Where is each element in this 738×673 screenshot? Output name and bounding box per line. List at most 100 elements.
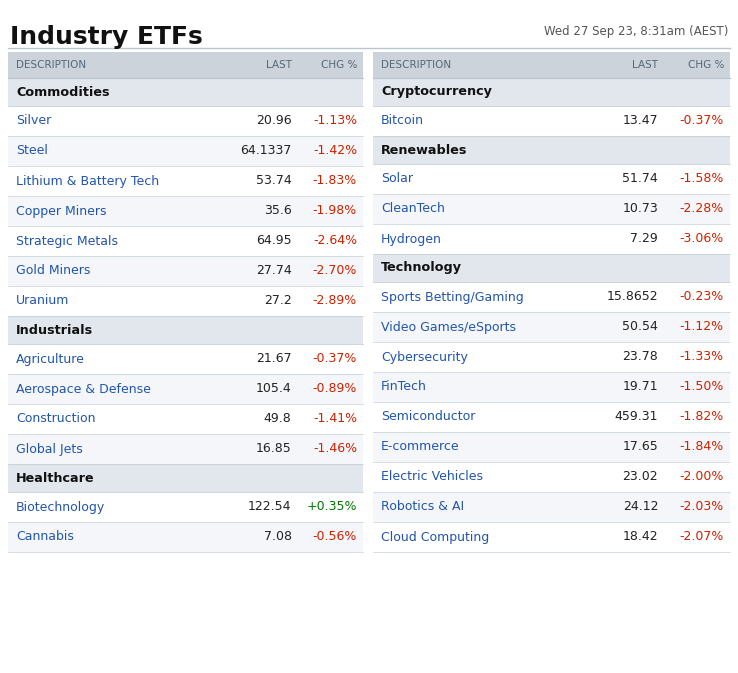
Text: -2.64%: -2.64% bbox=[313, 234, 357, 248]
Text: Uranium: Uranium bbox=[16, 295, 69, 308]
Text: -1.50%: -1.50% bbox=[680, 380, 724, 394]
Text: Bitcoin: Bitcoin bbox=[381, 114, 424, 127]
Text: -1.12%: -1.12% bbox=[680, 320, 724, 334]
Text: 19.71: 19.71 bbox=[623, 380, 658, 394]
Text: -1.46%: -1.46% bbox=[313, 443, 357, 456]
Text: Steel: Steel bbox=[16, 145, 48, 157]
Text: -2.89%: -2.89% bbox=[313, 295, 357, 308]
Text: Silver: Silver bbox=[16, 114, 51, 127]
Text: -3.06%: -3.06% bbox=[680, 232, 724, 246]
Text: 122.54: 122.54 bbox=[248, 501, 292, 513]
Text: Global Jets: Global Jets bbox=[16, 443, 83, 456]
Text: Healthcare: Healthcare bbox=[16, 472, 94, 485]
Text: 105.4: 105.4 bbox=[256, 382, 292, 396]
Text: CHG %: CHG % bbox=[688, 60, 724, 70]
Bar bbox=[8, 286, 363, 316]
Text: CHG %: CHG % bbox=[320, 60, 357, 70]
Bar bbox=[373, 136, 730, 164]
Text: LAST: LAST bbox=[632, 60, 658, 70]
Bar bbox=[8, 522, 363, 552]
Bar bbox=[8, 136, 363, 166]
Text: Electric Vehicles: Electric Vehicles bbox=[381, 470, 483, 483]
Text: Video Games/eSports: Video Games/eSports bbox=[381, 320, 516, 334]
Text: -0.56%: -0.56% bbox=[313, 530, 357, 544]
Text: -0.89%: -0.89% bbox=[313, 382, 357, 396]
Text: 21.67: 21.67 bbox=[256, 353, 292, 365]
Text: Cybersecurity: Cybersecurity bbox=[381, 351, 468, 363]
Text: -2.07%: -2.07% bbox=[680, 530, 724, 544]
Text: -1.41%: -1.41% bbox=[313, 413, 357, 425]
Text: E-commerce: E-commerce bbox=[381, 441, 460, 454]
Text: 20.96: 20.96 bbox=[256, 114, 292, 127]
Bar bbox=[373, 432, 730, 462]
Text: 23.78: 23.78 bbox=[622, 351, 658, 363]
Text: -1.33%: -1.33% bbox=[680, 351, 724, 363]
Text: 10.73: 10.73 bbox=[622, 203, 658, 215]
Bar bbox=[373, 462, 730, 492]
Bar bbox=[8, 434, 363, 464]
Bar bbox=[8, 492, 363, 522]
Text: DESCRIPTION: DESCRIPTION bbox=[16, 60, 86, 70]
Text: Sports Betting/Gaming: Sports Betting/Gaming bbox=[381, 291, 524, 304]
Text: -1.42%: -1.42% bbox=[313, 145, 357, 157]
Bar bbox=[373, 78, 730, 106]
Text: -0.37%: -0.37% bbox=[313, 353, 357, 365]
Text: 18.42: 18.42 bbox=[623, 530, 658, 544]
Bar bbox=[8, 256, 363, 286]
Text: 24.12: 24.12 bbox=[623, 501, 658, 513]
Bar bbox=[8, 316, 363, 344]
Text: -1.58%: -1.58% bbox=[680, 172, 724, 186]
Text: LAST: LAST bbox=[266, 60, 292, 70]
Text: Cannabis: Cannabis bbox=[16, 530, 74, 544]
Text: Hydrogen: Hydrogen bbox=[381, 232, 442, 246]
Bar bbox=[373, 224, 730, 254]
Text: 16.85: 16.85 bbox=[256, 443, 292, 456]
Text: 15.8652: 15.8652 bbox=[607, 291, 658, 304]
Bar bbox=[8, 52, 363, 78]
Bar bbox=[8, 404, 363, 434]
Bar bbox=[8, 166, 363, 196]
Text: Industry ETFs: Industry ETFs bbox=[10, 25, 203, 49]
Bar bbox=[8, 374, 363, 404]
Bar bbox=[373, 106, 730, 136]
Text: 23.02: 23.02 bbox=[623, 470, 658, 483]
Text: 13.47: 13.47 bbox=[623, 114, 658, 127]
Text: 64.1337: 64.1337 bbox=[240, 145, 292, 157]
Text: -1.84%: -1.84% bbox=[680, 441, 724, 454]
Text: Technology: Technology bbox=[381, 262, 462, 275]
Bar bbox=[8, 196, 363, 226]
Text: Renewables: Renewables bbox=[381, 143, 467, 157]
Bar bbox=[373, 342, 730, 372]
Bar bbox=[373, 312, 730, 342]
Bar bbox=[373, 522, 730, 552]
Text: DESCRIPTION: DESCRIPTION bbox=[381, 60, 451, 70]
Text: 27.74: 27.74 bbox=[256, 264, 292, 277]
Bar bbox=[8, 344, 363, 374]
Bar bbox=[373, 492, 730, 522]
Text: 50.54: 50.54 bbox=[622, 320, 658, 334]
Bar bbox=[373, 254, 730, 282]
Bar bbox=[8, 464, 363, 492]
Text: -2.03%: -2.03% bbox=[680, 501, 724, 513]
Text: Cloud Computing: Cloud Computing bbox=[381, 530, 489, 544]
Text: 7.08: 7.08 bbox=[263, 530, 292, 544]
Text: 459.31: 459.31 bbox=[615, 411, 658, 423]
Text: Cryptocurrency: Cryptocurrency bbox=[381, 85, 492, 98]
Text: Robotics & AI: Robotics & AI bbox=[381, 501, 464, 513]
Text: 53.74: 53.74 bbox=[256, 174, 292, 188]
Text: -1.98%: -1.98% bbox=[313, 205, 357, 217]
Bar bbox=[373, 282, 730, 312]
Text: Strategic Metals: Strategic Metals bbox=[16, 234, 118, 248]
Text: Solar: Solar bbox=[381, 172, 413, 186]
Text: 49.8: 49.8 bbox=[263, 413, 292, 425]
Bar bbox=[373, 52, 730, 78]
Text: +0.35%: +0.35% bbox=[306, 501, 357, 513]
Text: CleanTech: CleanTech bbox=[381, 203, 445, 215]
Text: Commodities: Commodities bbox=[16, 85, 109, 98]
Text: Biotechnology: Biotechnology bbox=[16, 501, 106, 513]
Text: -0.23%: -0.23% bbox=[680, 291, 724, 304]
Bar bbox=[8, 226, 363, 256]
Text: Aerospace & Defense: Aerospace & Defense bbox=[16, 382, 151, 396]
Text: -1.83%: -1.83% bbox=[313, 174, 357, 188]
Bar bbox=[373, 402, 730, 432]
